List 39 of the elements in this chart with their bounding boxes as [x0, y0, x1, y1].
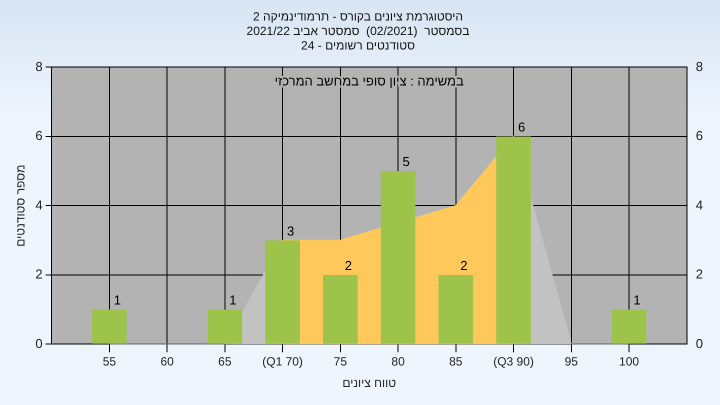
x-tick-label: 80	[391, 354, 406, 369]
bar	[265, 240, 300, 344]
bar	[380, 171, 416, 344]
y2-tick-label: 2	[696, 266, 704, 282]
y-tick-label: 4	[35, 197, 43, 212]
data-label: 6	[518, 120, 526, 135]
data-label: 1	[114, 292, 121, 308]
x-tick-label: 65	[218, 354, 232, 369]
bar	[92, 310, 127, 344]
y2-tick-label: 6	[696, 128, 704, 144]
data-label: 2	[460, 258, 468, 274]
data-label: 1	[633, 292, 641, 308]
y2-tick-label: 8	[696, 58, 704, 74]
bar	[323, 274, 358, 344]
x-tick-label: 95	[564, 354, 578, 369]
data-label: 1	[229, 292, 236, 308]
bar	[612, 310, 646, 344]
x-tick-label: 60	[160, 354, 174, 369]
data-label: 3	[286, 223, 294, 238]
bar	[208, 310, 242, 344]
bar	[496, 136, 531, 344]
bar	[438, 274, 474, 344]
x-tick-label: (Q1 70)	[262, 354, 303, 369]
data-label: 2	[344, 258, 352, 274]
y-tick-label: 6	[35, 128, 43, 144]
y-tick-label: 2	[35, 266, 43, 282]
y-tick-label: 8	[35, 58, 43, 74]
y-tick-label: 0	[35, 336, 43, 351]
x-tick-label: (Q3 90)	[493, 354, 534, 369]
chart-title: היסטוגרמת ציונים בקורס - תרמודינמיקה 2 בסמסטר (02/2021) סמסטר אביב 2021/22 סטודנטים רשומים - 24	[246, 10, 470, 52]
y-axis-title: מספר סטודנטים	[14, 164, 28, 247]
x-tick-label: 75	[334, 354, 348, 369]
data-label: 5	[402, 154, 410, 170]
y2-tick-label: 0	[696, 336, 704, 351]
x-tick-label: 85	[449, 354, 463, 369]
x-tick-label: 55	[102, 354, 116, 369]
x-axis-title: טווח ציונים	[342, 376, 396, 390]
y2-tick-label: 4	[696, 197, 704, 212]
x-tick-label: 100	[619, 354, 640, 369]
